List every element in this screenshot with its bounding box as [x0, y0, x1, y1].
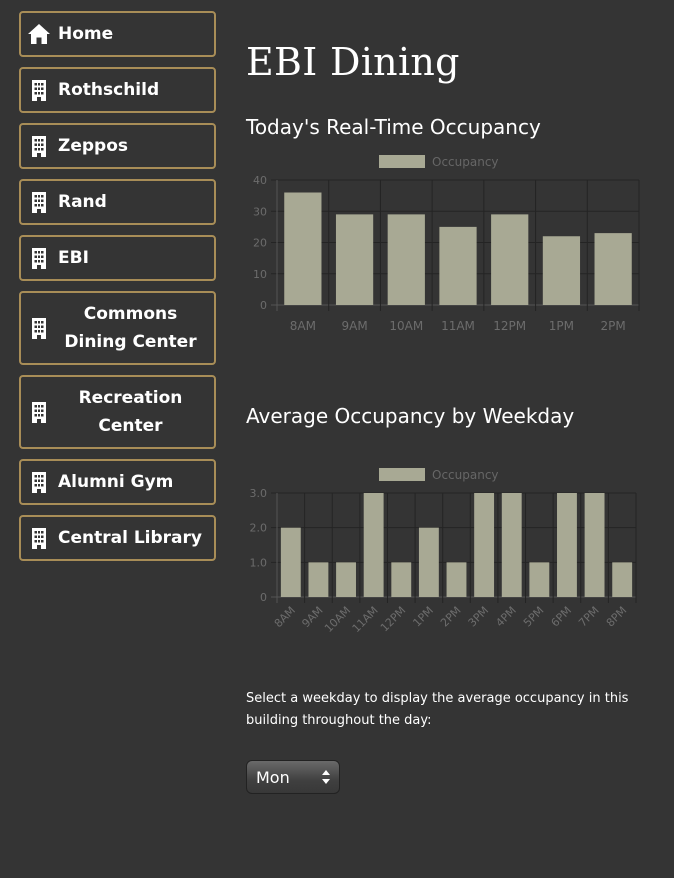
x-tick-label: 7PM [576, 604, 602, 630]
sidebar-item-label: EBI [58, 248, 89, 268]
bar [474, 493, 495, 597]
bar [336, 562, 356, 597]
sidebar-item-ebi[interactable]: EBI [19, 235, 216, 281]
weekday-select-value: Mon [256, 767, 290, 787]
legend-swatch [379, 468, 425, 481]
sidebar-item-rand[interactable]: Rand [19, 179, 216, 225]
bar [529, 562, 550, 597]
bar [418, 527, 439, 597]
page-title: EBI Dining [246, 40, 460, 84]
x-tick-label: 3PM [466, 604, 492, 630]
x-tick-label: 6PM [549, 604, 575, 630]
x-tick-label: 10AM [322, 604, 353, 635]
building-icon [27, 400, 51, 424]
sidebar-item-label: Commons Dining Center [64, 304, 197, 352]
legend-label: Occupancy [432, 468, 499, 482]
sidebar-item-central-library[interactable]: Central Library [19, 515, 216, 561]
y-tick-label: 30 [253, 205, 267, 218]
y-tick-label: 3.0 [250, 487, 268, 500]
sidebar-item-home[interactable]: Home [19, 11, 216, 57]
x-tick-label: 8AM [272, 604, 298, 630]
x-tick-label: 8PM [604, 604, 630, 630]
building-icon [27, 470, 51, 494]
sidebar-item-label: Recreation Center [78, 388, 183, 436]
sidebar-item-label: Rand [58, 192, 107, 212]
y-tick-label: 40 [253, 174, 267, 187]
building-icon [27, 526, 51, 550]
building-icon [27, 78, 51, 102]
bar [557, 493, 577, 597]
building-icon [27, 134, 51, 158]
weekday-select[interactable]: Mon [246, 760, 340, 794]
building-icon [27, 190, 51, 214]
y-tick-label: 0 [260, 299, 267, 312]
x-tick-label: 8AM [290, 319, 316, 333]
y-tick-label: 20 [253, 237, 267, 250]
bar [363, 493, 384, 597]
x-tick-label: 4PM [493, 604, 519, 630]
x-tick-label: 5PM [521, 604, 547, 630]
realtime-occupancy-title: Today's Real-Time Occupancy [246, 115, 541, 139]
bar [335, 214, 374, 305]
y-tick-label: 10 [253, 268, 267, 281]
legend-swatch [379, 155, 425, 168]
sidebar-item-alumni-gym[interactable]: Alumni Gym [19, 459, 216, 505]
x-tick-label: 2PM [601, 319, 626, 333]
bar [387, 214, 425, 305]
x-tick-label: 1PM [410, 604, 436, 630]
bar [594, 233, 632, 305]
sidebar-item-recreation-center[interactable]: Recreation Center [19, 375, 216, 449]
bar [612, 562, 633, 597]
y-tick-label: 2.0 [250, 522, 268, 535]
bar [391, 562, 412, 597]
bar [280, 527, 301, 597]
weekday-occupancy-title: Average Occupancy by Weekday [246, 404, 575, 428]
x-tick-label: 9AM [341, 319, 367, 333]
weekday-instructions: Select a weekday to display the average … [246, 691, 629, 728]
bar [584, 493, 605, 597]
sidebar-item-label: Central Library [58, 528, 202, 548]
building-icon [27, 316, 51, 340]
bar [491, 214, 529, 305]
x-tick-label: 2PM [438, 604, 464, 630]
bar [446, 562, 467, 597]
bar [284, 192, 322, 305]
bar [542, 236, 581, 305]
x-tick-label: 11AM [350, 604, 381, 635]
home-icon [27, 22, 51, 46]
sidebar-item-rothschild[interactable]: Rothschild [19, 67, 216, 113]
legend-label: Occupancy [432, 155, 499, 169]
building-icon [27, 246, 51, 270]
x-tick-label: 1PM [549, 319, 574, 333]
select-arrows-icon [322, 770, 330, 784]
sidebar-item-label: Rothschild [58, 80, 160, 100]
x-tick-label: 11AM [441, 319, 475, 333]
sidebar-item-label: Home [58, 24, 114, 44]
sidebar-item-label: Alumni Gym [58, 472, 174, 492]
sidebar: Home Rothschild Zeppos Rand EBI Commons Dinin… [19, 11, 216, 571]
x-tick-label: 12PM [493, 319, 526, 333]
y-tick-label: 0 [260, 591, 267, 604]
bar [308, 562, 329, 597]
sidebar-item-commons-dining-center[interactable]: Commons Dining Center [19, 291, 216, 365]
y-tick-label: 1.0 [250, 556, 268, 569]
bar [439, 226, 477, 305]
sidebar-item-zeppos[interactable]: Zeppos [19, 123, 216, 169]
x-tick-label: 12PM [378, 604, 408, 634]
bar [501, 493, 522, 597]
x-tick-label: 10AM [389, 319, 423, 333]
sidebar-item-label: Zeppos [58, 136, 128, 156]
realtime-occupancy-chart: Occupancy 0 10 20 30 40 8AM 9AM 10AM 11AM 12PM 1PM 2… [253, 155, 640, 333]
